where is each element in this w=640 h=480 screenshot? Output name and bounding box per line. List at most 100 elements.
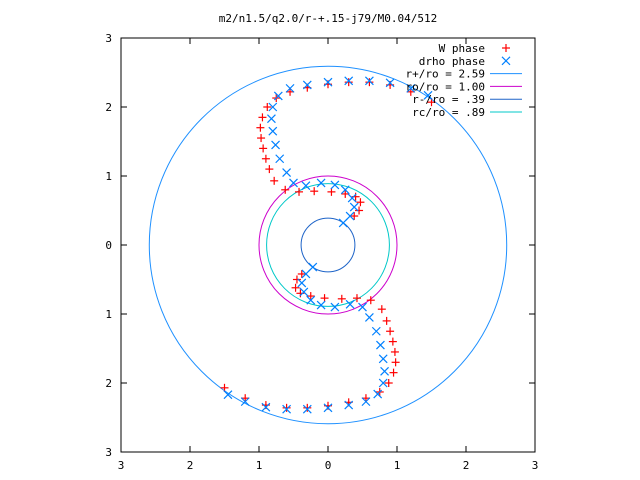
data-point [261,154,270,163]
data-point [389,368,398,377]
data-point [316,300,326,310]
data-point [390,347,399,356]
data-point [266,114,276,124]
reference-circle [266,183,390,307]
data-point [306,295,316,305]
data-point [344,76,354,86]
data-point [340,185,350,195]
data-point [258,113,267,122]
data-points [220,76,436,414]
data-point [281,185,290,194]
legend-label: r-/ro = .39 [412,93,485,106]
x-tick-label: 1 [394,459,401,472]
data-point [345,211,355,221]
legend-marker [502,44,510,52]
data-point [275,154,285,164]
data-point [391,358,400,367]
x-tick-label: 3 [118,459,125,472]
reference-circle [300,217,356,273]
y-axis-ticks: 3 2 1 0 1 2 3 [105,32,535,459]
data-point [257,134,266,143]
data-point [263,103,272,111]
data-point [292,275,301,284]
y-tick-label: 1 [105,170,112,183]
data-point [323,403,333,413]
data-point [350,212,359,221]
data-point [270,176,279,185]
data-point [282,404,292,414]
data-point [330,180,340,190]
data-point [338,218,348,228]
data-point [378,378,388,388]
data-point [268,102,278,112]
y-tick-label: 3 [105,446,112,459]
data-point [345,299,355,309]
data-point [268,126,278,136]
data-point [423,90,433,100]
x-tick-label: 2 [187,459,194,472]
data-point [302,80,312,90]
data-point [256,123,265,132]
data-point [330,302,340,312]
data-point [371,326,381,336]
legend-label: rc/ro = .89 [412,106,485,119]
data-point [323,77,333,87]
data-point [344,78,353,87]
data-point [380,366,390,376]
data-point [316,178,326,188]
data-point [364,313,374,322]
data-point [384,379,393,387]
data-point [291,283,300,292]
data-point [388,337,397,346]
data-point [365,78,374,87]
data-point [282,168,292,177]
legend-label: drho phase [419,55,485,68]
data-point [306,292,315,301]
x-tick-label: 3 [532,459,539,472]
data-point [295,187,304,196]
y-tick-label: 0 [105,239,112,252]
data-point [386,327,395,336]
x-tick-label: 1 [256,459,263,472]
data-point [297,269,306,278]
y-tick-label: 2 [105,101,112,114]
data-point [366,296,375,305]
data-point [377,305,386,314]
data-point [344,400,354,410]
data-point [406,83,416,93]
data-point [273,91,283,101]
data-point [341,189,350,198]
data-point [285,83,295,93]
data-point [302,404,312,414]
data-point [240,397,250,407]
data-point [271,140,280,150]
legend-label: r+/ro = 2.59 [406,68,485,81]
data-point [376,340,385,350]
y-tick-label: 3 [105,32,112,45]
reference-circles [148,65,508,425]
data-point [308,262,318,272]
legend-label: ro/ro = 1.00 [406,80,485,93]
legend-label: W phase [439,42,485,55]
data-point [299,287,309,297]
data-point [385,78,395,88]
data-point [349,202,359,212]
data-point [261,402,271,412]
data-point [373,389,383,399]
y-tick-label: 1 [105,308,112,321]
data-point [282,403,291,412]
data-point [364,76,374,86]
data-point [382,316,391,325]
data-point [301,181,311,191]
reference-circle [148,65,508,425]
x-axis-ticks: 3 2 1 0 1 2 3 [118,38,539,472]
data-point [355,206,364,215]
data-point [265,165,274,174]
data-point [347,193,357,203]
data-point [356,198,365,207]
data-point [223,390,233,400]
x-tick-label: 0 [325,459,332,472]
chart-title: m2/n1.5/q2.0/r-+.15-j79/M0.04/512 [219,12,438,25]
